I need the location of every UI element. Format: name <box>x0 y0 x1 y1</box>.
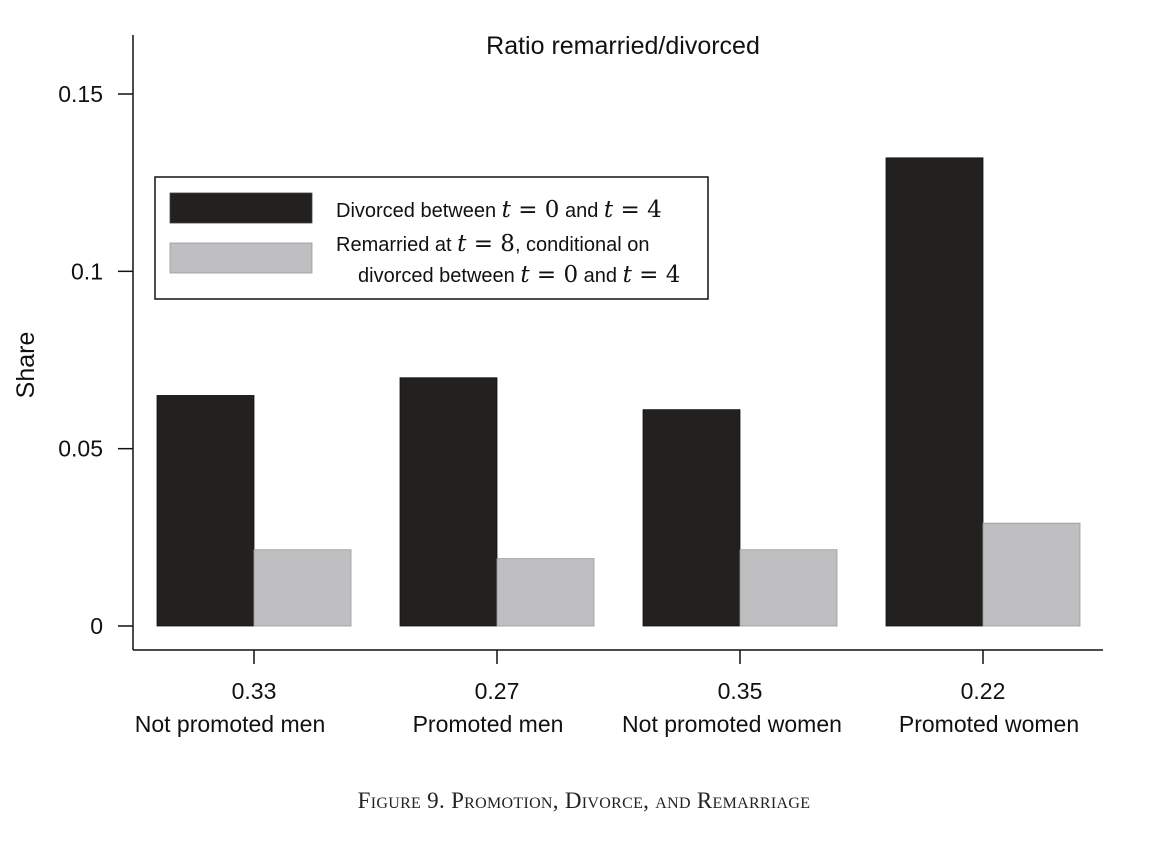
legend-swatch-remarried <box>169 242 313 274</box>
bar-divorced <box>399 377 498 627</box>
bar-divorced <box>885 157 984 627</box>
bar-remarried <box>982 522 1081 627</box>
y-tick-label: 0 <box>90 613 103 639</box>
x-tick-ratio-label: 0.33 <box>232 678 277 704</box>
bar-remarried <box>496 558 595 627</box>
x-tick-category-label: Promoted men <box>413 711 564 737</box>
legend: Divorced between t = 0 and t = 4 Remarri… <box>154 176 709 300</box>
y-tick-label: 0.15 <box>58 81 103 107</box>
x-tick-category-label: Promoted women <box>899 711 1079 737</box>
y-tick-label: 0.1 <box>71 258 103 284</box>
bar-remarried <box>739 549 838 627</box>
bar-divorced <box>156 395 255 627</box>
x-tick-category-label: Not promoted men <box>135 711 325 737</box>
chart-title: Ratio remarried/divorced <box>486 32 760 60</box>
legend-swatch-divorced <box>169 192 313 224</box>
bar-divorced <box>642 409 741 627</box>
x-tick-category-label: Not promoted women <box>622 711 842 737</box>
x-tick-ratio-label: 0.27 <box>475 678 520 704</box>
bars <box>156 157 1081 627</box>
y-tick-label: 0.05 <box>58 436 103 462</box>
y-ticks: 0 0.05 0.1 0.15 <box>58 81 133 639</box>
legend-label-divorced: Divorced between t = 0 and t = 4 <box>336 197 662 223</box>
x-tick-ratio-label: 0.22 <box>961 678 1006 704</box>
legend-label-remarried-line2: divorced between t = 0 and t = 4 <box>358 262 680 288</box>
legend-label-remarried-line1: Remarried at t = 8, conditional on <box>336 231 649 257</box>
x-tick-ratio-label: 0.35 <box>718 678 763 704</box>
bar-chart: 0 0.05 0.1 0.15 0.33 Not promoted men 0.27 Pro… <box>12 32 1103 737</box>
bar-remarried <box>253 549 352 627</box>
figure-caption: Figure 9. Promotion, Divorce, and Remarr… <box>357 788 811 813</box>
x-ticks: 0.33 Not promoted men 0.27 Promoted men 0.35… <box>135 650 1079 737</box>
y-axis-label: Share <box>12 332 40 399</box>
